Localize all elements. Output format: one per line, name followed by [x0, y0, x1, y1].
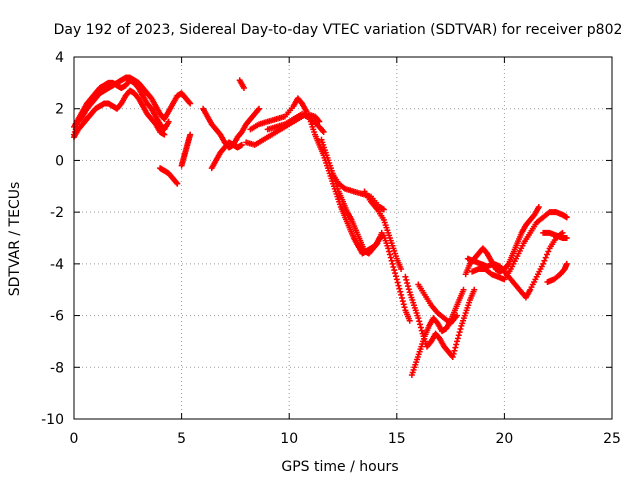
- x-tick-label: 10: [280, 431, 298, 447]
- data-point: [380, 206, 387, 213]
- data-point: [391, 267, 398, 274]
- data-point: [373, 241, 380, 248]
- data-point: [187, 100, 194, 107]
- data-point: [542, 254, 549, 261]
- data-point: [255, 106, 262, 113]
- y-tick-label: 2: [55, 102, 64, 118]
- data-point: [165, 118, 172, 125]
- data-point: [415, 315, 422, 322]
- data-point: [173, 179, 180, 186]
- data-point: [398, 291, 405, 298]
- data-point: [238, 141, 245, 148]
- data-point: [535, 203, 542, 210]
- data-point: [471, 286, 478, 293]
- data-point: [386, 248, 393, 255]
- data-point: [416, 318, 423, 325]
- data-point: [449, 353, 456, 360]
- data-point: [454, 312, 461, 319]
- data-point: [418, 327, 425, 334]
- data-point: [319, 127, 326, 134]
- data-point: [404, 279, 411, 286]
- data-point: [392, 273, 399, 280]
- data-point: [545, 248, 552, 255]
- chart-title: Day 192 of 2023, Sidereal Day-to-day VTE…: [54, 22, 623, 38]
- data-point: [406, 317, 413, 324]
- data-point: [540, 260, 547, 267]
- axis-ticks: 0 5 10 15 20 25 -10 -8 -6 -4 -2 0 2 4: [41, 50, 621, 447]
- data-point: [387, 254, 394, 261]
- data-point: [186, 99, 193, 106]
- x-tick-label: 0: [70, 431, 79, 447]
- data-point: [452, 344, 459, 351]
- data-point: [400, 301, 407, 308]
- grid-lines: [74, 57, 612, 419]
- data-point: [453, 341, 460, 348]
- data-point: [404, 283, 411, 290]
- data-point: [256, 105, 263, 112]
- data-point: [417, 324, 424, 331]
- data-point: [386, 251, 393, 258]
- data-point: [559, 229, 566, 236]
- x-tick-label: 20: [495, 431, 513, 447]
- y-tick-label: 0: [55, 153, 64, 169]
- x-axis-label: GPS time / hours: [281, 459, 398, 475]
- data-point: [398, 294, 405, 301]
- y-axis-label: SDTVAR / TECUs: [7, 182, 23, 297]
- data-point: [563, 235, 570, 241]
- data-point: [403, 276, 410, 283]
- data-point: [417, 321, 424, 328]
- data-point: [396, 285, 403, 292]
- data-point: [394, 279, 401, 286]
- data-point: [504, 261, 511, 268]
- y-tick-label: 4: [55, 50, 64, 66]
- data-point: [389, 260, 396, 267]
- data-point: [405, 286, 412, 293]
- data-point: [455, 332, 462, 339]
- data-point: [398, 266, 405, 273]
- data-points: [71, 74, 570, 379]
- data-point: [390, 263, 397, 270]
- y-tick-label: -2: [50, 205, 64, 221]
- data-point: [451, 347, 458, 354]
- data-point: [388, 257, 395, 264]
- data-point: [393, 276, 400, 283]
- x-tick-label: 5: [177, 431, 186, 447]
- plot-area-frame: [73, 56, 613, 420]
- data-point: [315, 117, 322, 124]
- y-tick-label: -10: [41, 412, 64, 428]
- data-point: [385, 245, 392, 252]
- data-point: [541, 257, 548, 264]
- y-tick-label: -8: [50, 360, 64, 376]
- data-point: [174, 180, 181, 187]
- data-point: [378, 229, 385, 236]
- x-tick-label: 25: [603, 431, 621, 447]
- data-point: [316, 118, 323, 125]
- data-point: [161, 131, 168, 138]
- data-point: [563, 214, 570, 221]
- y-tick-label: -6: [50, 309, 64, 325]
- data-point: [303, 108, 310, 115]
- data-point: [392, 270, 399, 277]
- data-point: [460, 286, 467, 293]
- data-point: [320, 128, 327, 135]
- data-point: [402, 273, 409, 280]
- data-point: [397, 288, 404, 295]
- data-point: [456, 329, 463, 336]
- data-point: [454, 335, 461, 342]
- y-tick-label: -4: [50, 257, 64, 273]
- data-point: [395, 282, 402, 289]
- data-point: [454, 338, 461, 345]
- data-point: [563, 260, 570, 267]
- data-point: [450, 350, 457, 357]
- x-tick-label: 15: [388, 431, 406, 447]
- data-point: [241, 85, 248, 92]
- data-point: [544, 251, 551, 258]
- data-point: [457, 326, 464, 333]
- data-point: [187, 131, 194, 138]
- data-point: [399, 298, 406, 305]
- data-point: [401, 304, 408, 311]
